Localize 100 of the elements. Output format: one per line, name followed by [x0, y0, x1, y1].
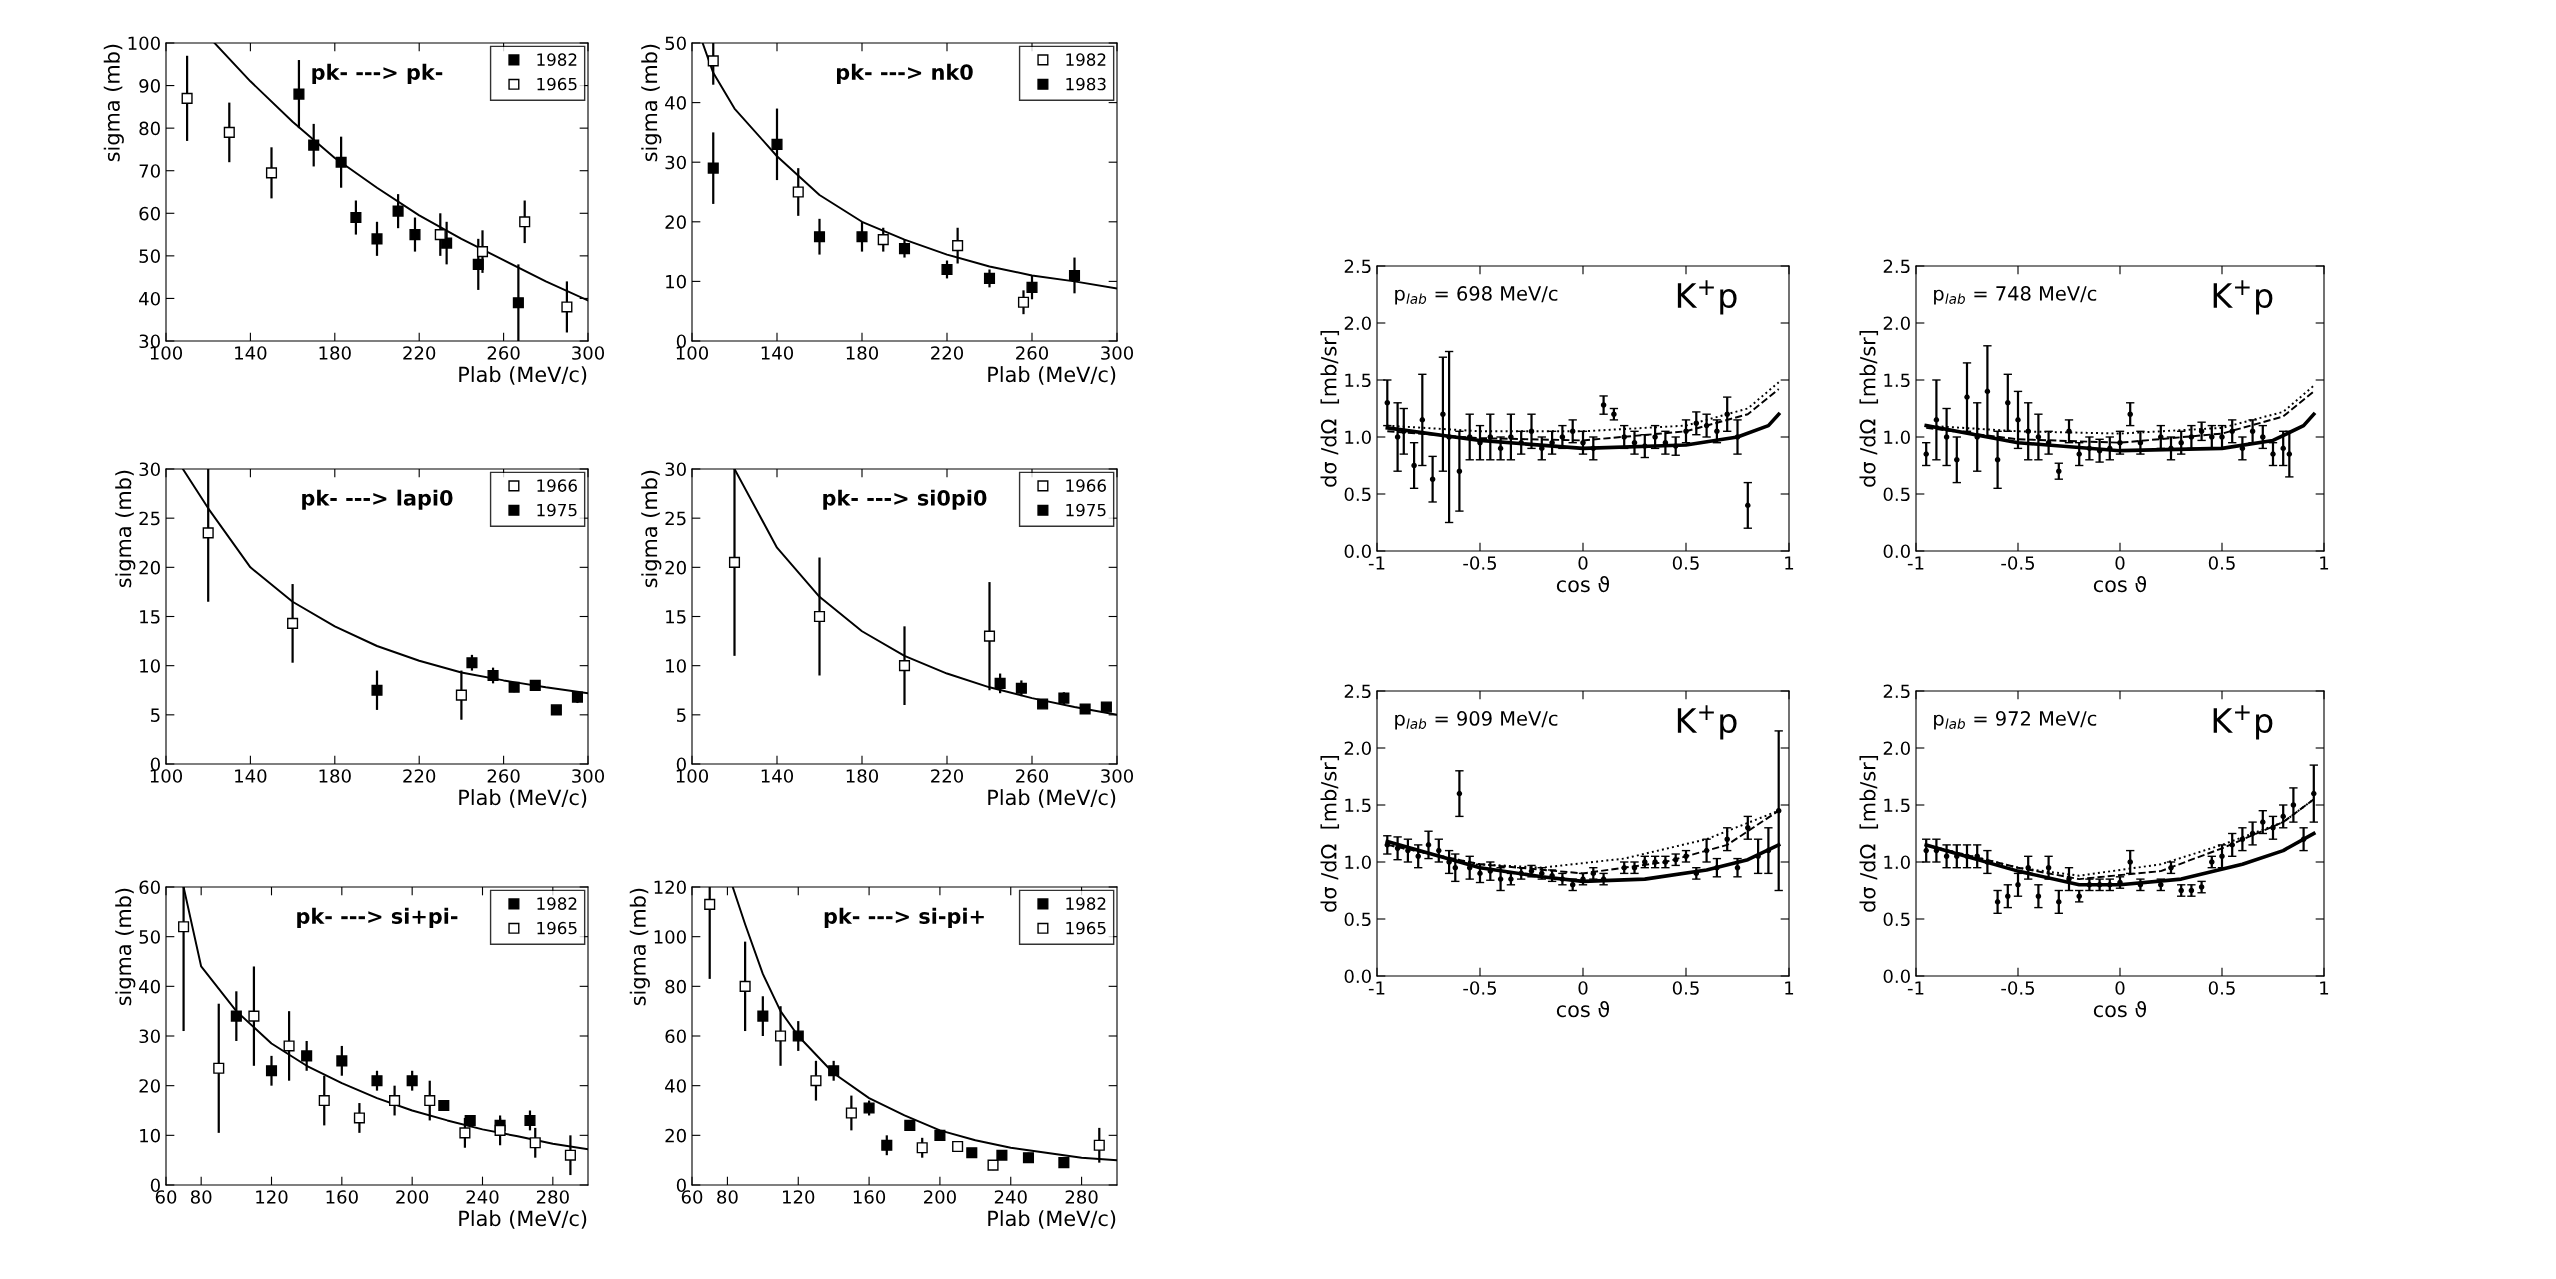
- x-tick-label: 0: [1578, 981, 1588, 995]
- x-tick-label: 200: [924, 1190, 956, 1204]
- x-tick-label: 80: [717, 1190, 738, 1204]
- x-tick-label: 260: [1016, 769, 1049, 783]
- x-tick-label: 0.5: [1672, 981, 1699, 995]
- legend-label: 1966: [537, 479, 577, 492]
- annotation: p$_{lab}$ = 972 MeV/c: [1934, 711, 2097, 730]
- text: pk- ---> pk-: [312, 63, 443, 85]
- x-tick-label: 1: [2320, 556, 2329, 570]
- y-tick-label: 15: [140, 610, 160, 624]
- y-tick-label: 40: [665, 1079, 686, 1093]
- x-tick-label: 80: [190, 1190, 212, 1204]
- y-tick-label: 1.5: [1884, 373, 1910, 388]
- x-tick-label: -1: [1368, 556, 1385, 570]
- x-tick-label: 0.5: [2208, 556, 2235, 570]
- y-tick-label: 30: [665, 155, 686, 170]
- annotation: p$_{lab}$ = 748 MeV/c: [1934, 286, 2097, 305]
- y-tick-label: 2.5: [1883, 684, 1910, 699]
- x-tick-label: 160: [326, 1190, 358, 1204]
- y-tick-label: 30: [139, 462, 160, 477]
- y-tick-label: 50: [665, 36, 686, 51]
- y-tick-label: 5: [677, 708, 686, 722]
- x-axis-title: cos ϑ: [2093, 575, 2146, 593]
- x-tick-label: 0.5: [1672, 556, 1699, 570]
- y-tick-label: 0.5: [1883, 912, 1910, 927]
- x-tick-label: 120: [783, 1190, 815, 1204]
- x-axis-title: cos ϑ: [1556, 575, 1609, 593]
- y-tick-label: 30: [665, 462, 686, 477]
- y-tick-label: 25: [665, 511, 686, 526]
- x-tick-label: -0.5: [1463, 556, 1497, 570]
- x-tick-label: 180: [846, 769, 879, 783]
- x-axis-title: Plab (MeV/c): [988, 366, 1116, 385]
- y-tick-label: 120: [654, 880, 686, 895]
- x-tick-label: 0: [1578, 556, 1588, 570]
- x-axis-title: Plab (MeV/c): [459, 789, 587, 808]
- x-tick-label: 300: [1101, 346, 1134, 360]
- y-tick-label: 1.5: [1345, 798, 1371, 813]
- y-tick-label: 50: [139, 249, 160, 263]
- legend-label: 1965: [537, 921, 577, 935]
- legend-label: 1982: [537, 897, 577, 910]
- x-tick-label: 140: [761, 346, 794, 360]
- x-tick-label: 300: [572, 346, 605, 360]
- x-tick-label: 140: [235, 346, 267, 360]
- x-tick-label: 300: [572, 769, 605, 783]
- text: pk- ---> si0pi0: [823, 489, 987, 510]
- x-tick-label: 220: [931, 769, 964, 783]
- y-tick-label: 0.0: [1883, 544, 1910, 559]
- legend-label: 1982: [1066, 53, 1106, 66]
- y-axis-title: dσ /dΩ [mb/sr]: [1859, 330, 1879, 487]
- y-tick-label: 0: [676, 1178, 686, 1193]
- y-tick-label: 0.0: [1344, 969, 1371, 984]
- x-tick-label: 0: [2115, 556, 2125, 570]
- x-tick-label: 280: [536, 1190, 569, 1204]
- y-tick-label: 90: [139, 79, 160, 93]
- annotation: K$^{+}$p: [2213, 705, 2273, 740]
- x-tick-label: 140: [761, 769, 794, 783]
- x-tick-label: 180: [319, 769, 351, 783]
- x-tick-label: 0.5: [2208, 981, 2235, 995]
- y-tick-label: 30: [139, 1029, 160, 1044]
- x-tick-label: 240: [466, 1190, 499, 1204]
- y-tick-label: 1.5: [1884, 798, 1910, 813]
- y-tick-label: 20: [139, 560, 160, 575]
- y-tick-label: 10: [666, 659, 686, 673]
- x-tick-label: 1: [2320, 981, 2329, 995]
- x-tick-label: 1: [1785, 981, 1794, 995]
- text: pk- ---> si-pi+: [824, 907, 984, 929]
- y-axis-title: sigma (mb): [103, 44, 124, 162]
- y-tick-label: 60: [139, 880, 160, 895]
- y-tick-label: 1.0: [1884, 430, 1910, 445]
- y-tick-label: 70: [139, 164, 160, 178]
- x-tick-label: 260: [487, 346, 520, 360]
- y-tick-label: 10: [666, 274, 686, 289]
- y-tick-label: 0.5: [1344, 912, 1371, 927]
- y-axis-title: sigma (mb): [115, 470, 136, 588]
- y-tick-label: 2.5: [1344, 684, 1371, 699]
- legend-label: 1965: [537, 77, 577, 91]
- y-tick-label: 2.0: [1344, 316, 1371, 331]
- x-axis-title: cos ϑ: [2093, 1000, 2146, 1018]
- y-tick-label: 20: [665, 1128, 686, 1143]
- x-tick-label: 220: [931, 346, 964, 360]
- x-tick-label: 200: [396, 1190, 429, 1204]
- y-tick-label: 0.0: [1883, 969, 1910, 984]
- x-tick-label: -1: [1907, 981, 1924, 995]
- text: pk- ---> nk0: [837, 63, 973, 85]
- y-tick-label: 20: [665, 560, 686, 575]
- y-tick-label: 100: [654, 930, 686, 944]
- x-tick-label: 120: [256, 1190, 288, 1204]
- x-axis-title: cos ϑ: [1556, 1000, 1609, 1018]
- y-tick-label: 1.5: [1345, 373, 1371, 388]
- x-axis-title: Plab (MeV/c): [459, 366, 587, 385]
- x-tick-label: 160: [853, 1190, 886, 1204]
- x-tick-label: -0.5: [2001, 556, 2035, 570]
- y-tick-label: 20: [665, 215, 686, 229]
- y-tick-label: 10: [140, 659, 160, 673]
- x-tick-label: 140: [235, 769, 267, 783]
- legend-label: 1965: [1066, 921, 1106, 935]
- legend-label: 1983: [1066, 77, 1106, 91]
- x-tick-label: 240: [994, 1190, 1027, 1204]
- y-tick-label: 80: [139, 121, 160, 136]
- y-tick-label: 40: [665, 96, 686, 110]
